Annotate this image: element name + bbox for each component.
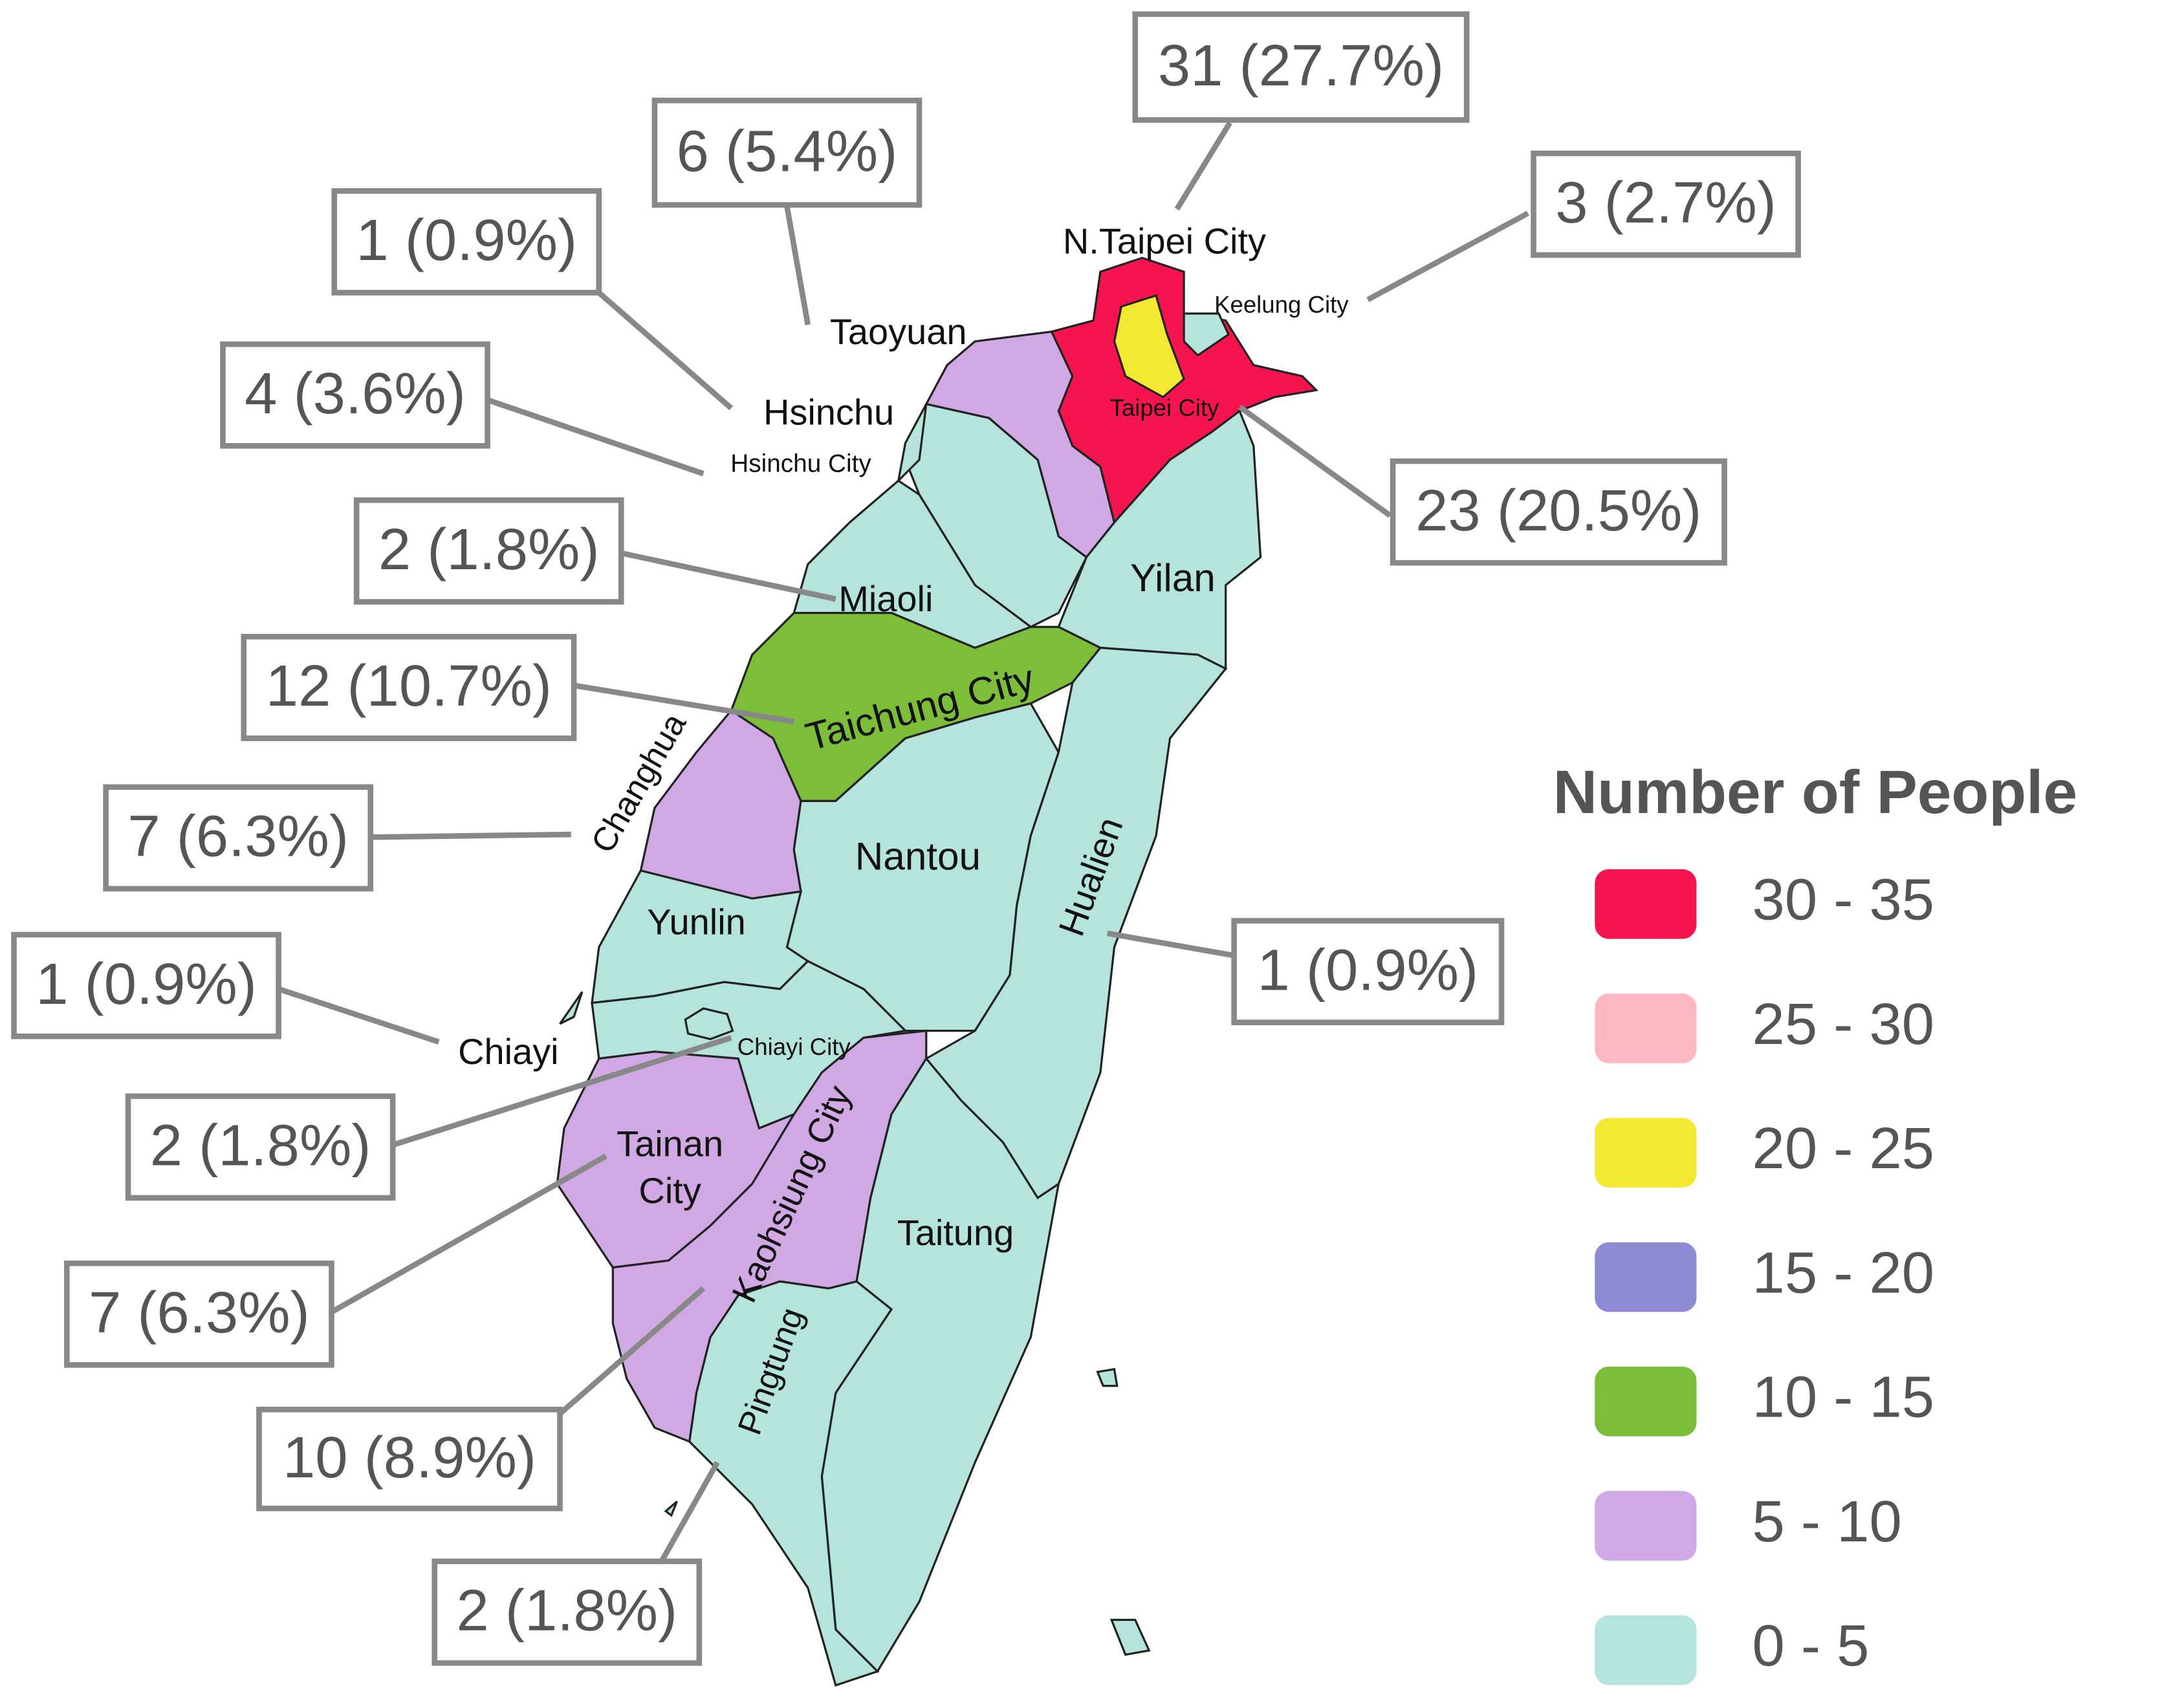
island [664,1501,678,1517]
island [1096,1367,1119,1387]
island [559,991,584,1025]
leader-line [1106,930,1235,959]
region-name: Chiayi [458,1031,559,1072]
region-name-line: City [639,1170,701,1211]
leader-line [370,831,571,840]
leader-line [330,1153,607,1315]
region [897,403,928,484]
legend-label: 30 - 35 [1753,867,1934,933]
legend-label: 5 - 10 [1753,1489,1902,1554]
region [1183,312,1230,357]
region-name: N.Taipei City [1063,221,1266,261]
callout-box [331,188,602,296]
callout-box [651,98,923,208]
callout-label: 2 (1.8%) [456,1578,677,1644]
callout-box [241,633,577,741]
region [684,1007,734,1041]
legend: Number of People 30 - 35 25 - 30 20 - 25 15… [1553,758,2077,1686]
callout-label: 12 (10.7%) [266,653,552,719]
leader-line [486,397,704,477]
callout-label: 1 (0.9%) [36,951,257,1017]
leader-line [278,986,440,1045]
leader-line [659,1461,720,1563]
leader-line [391,1035,732,1148]
legend-label: 20 - 25 [1753,1116,1934,1181]
leader-line [558,1286,706,1416]
region-name: Chiayi City [737,1034,851,1060]
callout-label: 2 (1.8%) [150,1113,371,1178]
region-name: Taipei City [1110,395,1220,421]
legend-label: 0 - 5 [1753,1613,1870,1678]
callout-label: 3 (2.7%) [1555,170,1776,235]
callout-label: 6 (5.4%) [677,118,898,184]
legend-swatch [1595,1242,1697,1312]
callout-label: 7 (6.3%) [89,1280,310,1345]
region [904,402,1088,629]
legend-swatch [1595,994,1697,1063]
callout-box [11,931,281,1039]
callout-label: 7 (6.3%) [127,804,349,869]
leader-line [784,206,811,325]
legend-swatch [1595,869,1697,939]
region [688,1280,893,1687]
region-name: Tainan City [617,1123,723,1211]
leader-line [1366,210,1529,303]
leader-line [596,290,734,411]
legend-swatch [1595,1491,1697,1561]
callout-box [1390,458,1727,566]
callout-box [103,784,374,892]
legend-label: 15 - 20 [1753,1240,1934,1305]
callout-label: 10 (8.9%) [283,1425,536,1490]
callout-box [125,1093,396,1201]
labels: N.Taipei City 31 (27.7%) Taipei City 23 (20… [11,11,1801,1666]
leader-line [573,682,794,724]
callout-box [1531,150,1801,258]
callout-box [353,497,624,605]
leader-line [1238,404,1392,518]
callout-label: 1 (0.9%) [1257,937,1478,1003]
leader-line [1174,121,1232,211]
regions [556,256,1319,1687]
region [1113,294,1186,398]
legend-label: 25 - 30 [1753,992,1934,1057]
legend-label: 10 - 15 [1753,1365,1934,1430]
region-name: Yilan [1130,556,1216,600]
leader-line [620,550,836,602]
callout-box [220,341,490,449]
callout-label: 1 (0.9%) [356,208,577,273]
region-name: Hsinchu City [730,450,871,478]
region-name: Hsinchu [763,392,894,433]
legend-title: Number of People [1553,758,2077,827]
region-name: Miaoli [838,578,933,619]
callout-box [256,1406,563,1512]
callout-box [431,1558,703,1666]
callout-box [64,1260,334,1368]
legend-swatch [1595,1366,1697,1437]
region-name: Yunlin [647,902,746,942]
region-name-line: Tainan [617,1123,723,1164]
region-name: Keelung City [1214,292,1349,318]
islands [559,991,1151,1656]
callout-label: 2 (1.8%) [378,517,600,582]
region-name: Taitung [897,1212,1014,1253]
region-name: Taoyuan [830,311,967,352]
legend-swatch [1595,1615,1697,1686]
callout-box [1231,918,1505,1025]
region-name: Nantou [855,834,981,878]
legend-swatch [1595,1118,1697,1188]
island [1109,1618,1151,1656]
callout-box [1132,11,1470,123]
callout-label: 31 (27.7%) [1158,33,1444,98]
callout-label: 23 (20.5%) [1415,478,1701,543]
callout-label: 4 (3.6%) [245,361,466,426]
